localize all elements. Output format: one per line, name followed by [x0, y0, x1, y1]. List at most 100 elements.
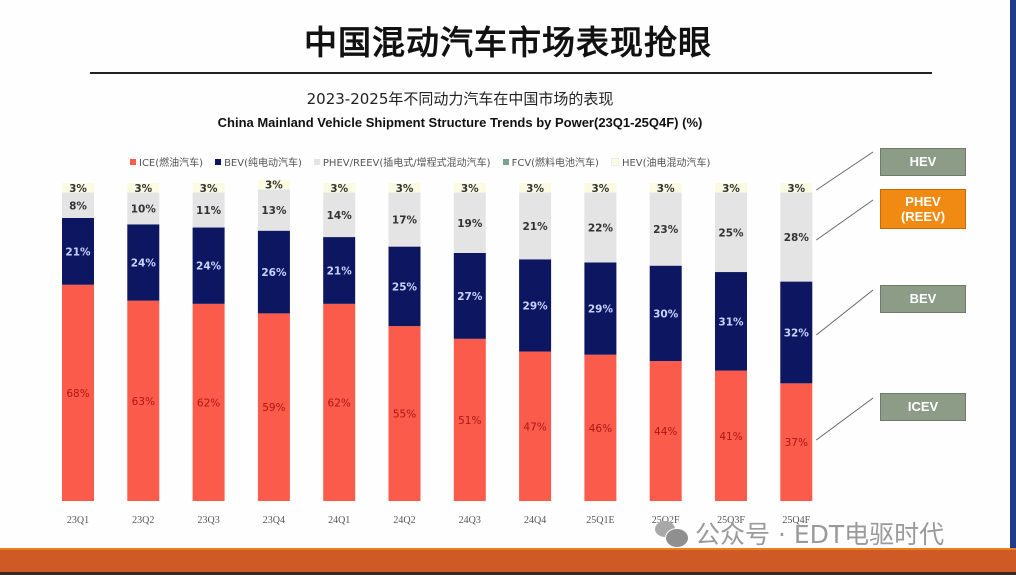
data-label-bev: 24%	[196, 261, 222, 273]
bar-segment-bev	[257, 230, 290, 314]
callout-bev: BEV	[880, 285, 966, 313]
bar-segment-bev	[388, 246, 421, 327]
data-label-ice: 63%	[132, 396, 155, 408]
data-label-hev: 3%	[461, 183, 479, 195]
data-label-phev-reev: 25%	[718, 227, 744, 239]
data-label-phev-reev: 14%	[327, 210, 353, 222]
data-label-bev: 24%	[131, 258, 157, 270]
data-label-bev: 29%	[588, 304, 614, 316]
data-label-phev-reev: 13%	[261, 205, 287, 217]
data-label-hev: 3%	[69, 183, 87, 195]
slide-edge-border	[1010, 0, 1016, 548]
bar-segment-bev	[62, 217, 94, 285]
data-label-phev-reev: 28%	[784, 232, 810, 244]
data-label-hev: 3%	[134, 183, 152, 195]
data-label-phev-reev: 23%	[653, 224, 679, 236]
bar-segment-ice	[519, 351, 552, 501]
legend-label-phev: PHEV/REEV(插电式/增程式混动汽车)	[322, 158, 491, 169]
legend-label-fcv: FCV(燃料电池汽车)	[511, 158, 599, 169]
bar-segment-phev-reev	[62, 192, 94, 218]
bar-segment-phev-reev	[127, 192, 160, 225]
bar-segment-phev-reev	[323, 192, 356, 238]
data-label-bev: 27%	[457, 291, 483, 303]
bar-segment-bev	[715, 272, 747, 371]
data-label-phev-reev: 22%	[588, 223, 614, 235]
bar-segment-hev	[388, 183, 421, 193]
bar-segment-phev-reev	[780, 192, 813, 282]
leader-line-hev	[816, 151, 874, 191]
legend-swatch-fcv	[502, 158, 509, 165]
bar-segment-hev	[519, 183, 552, 193]
data-label-phev-reev: 21%	[523, 221, 549, 233]
bar-segment-bev	[323, 237, 356, 304]
title-divider	[90, 72, 932, 74]
wechat-icon	[655, 519, 689, 548]
x-tick-label: 24Q3	[459, 515, 481, 526]
data-label-ice: 46%	[589, 423, 612, 435]
data-label-ice: 62%	[197, 397, 220, 409]
leader-line-bev	[815, 289, 874, 336]
footer-bar	[0, 548, 1016, 574]
data-label-hev: 3%	[591, 183, 609, 195]
bar-segment-phev-reev	[519, 192, 552, 260]
bar-segment-hev	[323, 183, 356, 193]
bar-segment-ice	[323, 303, 356, 501]
legend-label-ice: ICE(燃油汽车)	[139, 158, 204, 169]
data-label-phev-reev: 10%	[131, 203, 157, 215]
data-label-ice: 62%	[328, 397, 351, 409]
data-label-ice: 59%	[262, 402, 285, 414]
x-tick-label: 23Q4	[263, 515, 285, 526]
bar-segment-bev	[649, 265, 682, 362]
bar-segment-phev-reev	[584, 192, 617, 263]
data-label-hev: 3%	[526, 183, 544, 195]
bar-segment-phev-reev	[257, 189, 290, 231]
legend-swatch-hev	[610, 157, 619, 166]
legend-swatch-phev	[313, 158, 320, 165]
footer-bottom-edge	[0, 572, 1016, 575]
bar-segment-ice	[192, 303, 225, 501]
data-label-ice: 51%	[458, 415, 481, 427]
chart-title-en: China Mainland Vehicle Shipment Structur…	[217, 115, 703, 130]
legend-item-fcv: FCV(燃料电池汽车)	[502, 154, 599, 169]
bar-segment-phev-reev	[649, 192, 682, 266]
x-tick-label: 23Q2	[132, 515, 154, 526]
bar-segment-hev	[192, 183, 225, 193]
data-label-ice: 41%	[719, 431, 742, 443]
bar-segment-bev	[192, 227, 225, 304]
data-label-bev: 21%	[327, 265, 353, 277]
x-tick-label: 24Q1	[328, 515, 350, 526]
bar-segment-phev-reev	[192, 192, 225, 228]
data-label-hev: 3%	[722, 183, 740, 195]
bar-segment-phev-reev	[715, 192, 747, 273]
data-label-bev: 25%	[392, 281, 418, 293]
bar-segment-hev	[453, 183, 486, 193]
bar-segment-ice	[62, 284, 94, 501]
callout-hev: HEV	[880, 148, 966, 176]
x-tick-label: 23Q3	[197, 515, 219, 526]
bar-segment-ice	[715, 370, 747, 501]
bar-segment-bev	[127, 224, 160, 301]
bar-segment-ice	[780, 383, 813, 501]
x-tick-label: 25Q3F	[717, 515, 745, 526]
legend-swatch-bev	[215, 158, 222, 165]
data-label-hev: 3%	[657, 183, 675, 195]
data-label-phev-reev: 19%	[457, 218, 483, 230]
data-label-ice: 47%	[523, 421, 546, 433]
data-label-phev-reev: 8%	[69, 200, 87, 212]
x-tick-label: 25Q4F	[782, 515, 810, 526]
bar-segment-bev	[453, 252, 486, 339]
data-label-bev: 32%	[784, 327, 810, 339]
bar-segment-hev	[715, 183, 747, 193]
data-label-bev: 31%	[718, 316, 744, 328]
legend-item-ice: ICE(燃油汽车)	[130, 154, 203, 169]
x-tick-label: 24Q2	[393, 515, 415, 526]
bar-segment-ice	[649, 361, 682, 501]
bar-segment-hev	[127, 183, 160, 193]
chart-legend: ICE(燃油汽车) BEV(纯电动汽车) PHEV/REEV(插电式/增程式混动…	[130, 154, 710, 169]
callout-phev-label: PHEV (REEV)	[900, 194, 946, 224]
bar-segment-ice	[453, 338, 486, 501]
leader-line-icev	[816, 397, 874, 441]
legend-label-hev: HEV(油电混动汽车)	[621, 158, 711, 169]
legend-item-phev: PHEV/REEV(插电式/增程式混动汽车)	[313, 154, 491, 169]
